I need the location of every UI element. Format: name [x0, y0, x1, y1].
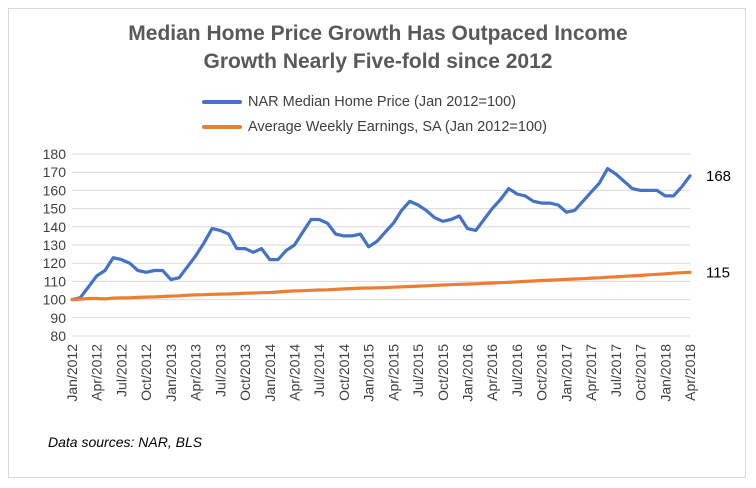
chart-title: Median Home Price Growth Has Outpaced In…	[0, 20, 756, 76]
x-tick-label-Jul-2012: Jul/2012	[113, 344, 129, 397]
x-tick-label-Apr-2013: Apr/2013	[188, 344, 204, 401]
legend-swatch-home-price	[202, 100, 242, 104]
x-tick-label-Oct-2012: Oct/2012	[138, 344, 154, 401]
x-tick-label-Jul-2015: Jul/2015	[410, 344, 426, 397]
legend-swatch-earnings	[202, 125, 242, 129]
data-source-note: Data sources: NAR, BLS	[48, 434, 203, 450]
y-tick-label-170: 170	[43, 164, 67, 180]
x-tick-label-Oct-2013: Oct/2013	[237, 344, 253, 401]
y-tick-label-150: 150	[43, 201, 67, 217]
y-tick-label-110: 110	[44, 273, 67, 289]
x-tick-label-Apr-2015: Apr/2015	[385, 344, 401, 401]
y-tick-label-140: 140	[43, 219, 67, 235]
y-tick-label-80: 80	[50, 328, 66, 344]
y-tick-label-100: 100	[43, 292, 67, 308]
x-tick-label-Jan-2016: Jan/2016	[460, 344, 476, 402]
x-tick-label-Jul-2017: Jul/2017	[608, 344, 624, 397]
y-tick-label-180: 180	[43, 146, 67, 162]
x-tick-label-Jul-2014: Jul/2014	[311, 344, 327, 397]
x-tick-label-Jan-2013: Jan/2013	[163, 344, 179, 402]
x-tick-label-Jan-2017: Jan/2017	[558, 344, 574, 402]
series-line-home-price	[70, 167, 692, 302]
series-line-earnings	[70, 270, 692, 302]
x-tick-label-Jul-2016: Jul/2016	[509, 344, 525, 397]
x-tick-label-Apr-2018: Apr/2018	[682, 344, 698, 401]
x-tick-label-Apr-2012: Apr/2012	[89, 344, 105, 401]
chart-title-line-2: Growth Nearly Five-fold since 2012	[203, 50, 553, 73]
legend-item-home-price: NAR Median Home Price (Jan 2012=100)	[202, 92, 516, 112]
x-tick-label-Oct-2016: Oct/2016	[534, 344, 550, 401]
x-tick-label-Oct-2017: Oct/2017	[633, 344, 649, 401]
x-tick-label-Jul-2013: Jul/2013	[212, 344, 228, 397]
legend-label-earnings: Average Weekly Earnings, SA (Jan 2012=10…	[248, 119, 547, 135]
x-tick-label-Apr-2017: Apr/2017	[583, 344, 599, 401]
y-tick-label-160: 160	[43, 182, 67, 198]
chart-title-line-1: Median Home Price Growth Has Outpaced In…	[128, 22, 628, 45]
y-tick-label-130: 130	[43, 237, 67, 253]
x-tick-label-Jan-2012: Jan/2012	[64, 344, 80, 402]
x-tick-label-Oct-2015: Oct/2015	[435, 344, 451, 401]
y-tick-label-90: 90	[50, 310, 66, 326]
x-tick-label-Jan-2015: Jan/2015	[361, 344, 377, 402]
y-tick-label-120: 120	[43, 255, 67, 271]
x-tick-label-Jan-2018: Jan/2018	[657, 344, 673, 402]
end-label-home-price: 168	[706, 168, 731, 185]
x-tick-label-Oct-2014: Oct/2014	[336, 344, 352, 401]
end-label-earnings: 115	[706, 264, 730, 281]
legend-label-home-price: NAR Median Home Price (Jan 2012=100)	[248, 94, 516, 110]
x-tick-label-Apr-2014: Apr/2014	[286, 344, 302, 401]
x-tick-label-Jan-2014: Jan/2014	[262, 344, 278, 402]
x-tick-label-Apr-2016: Apr/2016	[484, 344, 500, 401]
legend-item-earnings: Average Weekly Earnings, SA (Jan 2012=10…	[202, 117, 547, 137]
